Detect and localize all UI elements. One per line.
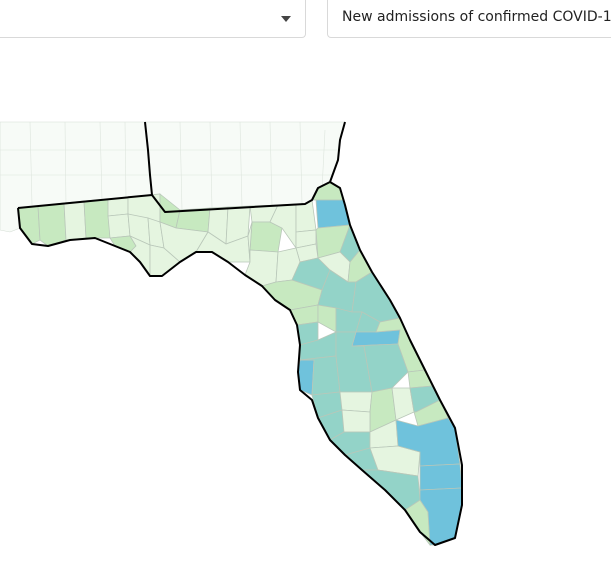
florida-outline	[17, 181, 463, 546]
metric-select[interactable]: New admissions of confirmed COVID-19	[327, 0, 611, 38]
county-santa-rosa[interactable]	[37, 202, 67, 247]
county-dixie[interactable]	[244, 249, 279, 287]
county-walton[interactable]	[83, 198, 111, 239]
county-broward[interactable]	[419, 463, 463, 491]
florida-counties	[17, 181, 463, 547]
county-suwannee[interactable]	[249, 221, 283, 253]
county-desoto[interactable]	[341, 409, 371, 433]
metric-select-value: New admissions of confirmed COVID-19	[342, 9, 611, 25]
county-washington[interactable]	[107, 213, 131, 239]
chevron-down-icon[interactable]	[281, 16, 291, 22]
county-sumter[interactable]	[317, 304, 337, 333]
county-escambia[interactable]	[17, 205, 41, 245]
county-collier[interactable]	[360, 469, 421, 511]
neighbor-county-lines	[0, 121, 340, 211]
county-okaloosa[interactable]	[63, 200, 87, 241]
georgia-border	[151, 121, 346, 213]
geography-select[interactable]	[0, 0, 306, 38]
alabama-border	[17, 121, 153, 209]
county-hendry[interactable]	[369, 445, 421, 477]
county-hardee[interactable]	[339, 391, 373, 413]
